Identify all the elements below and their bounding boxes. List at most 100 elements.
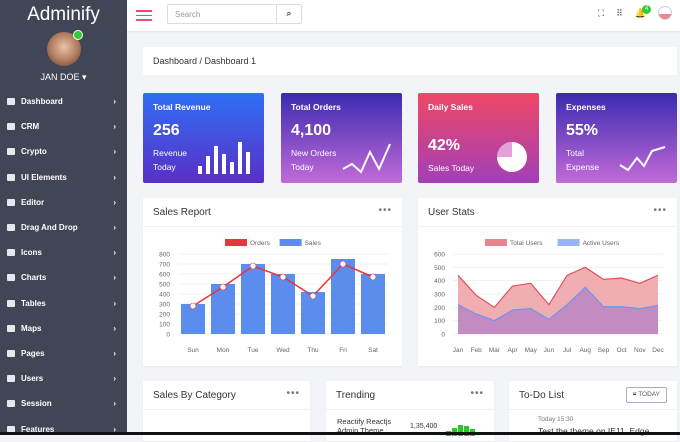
menu-icon (7, 274, 15, 282)
chevron-right-icon: › (113, 374, 116, 384)
fullscreen-icon[interactable]: ⛶ (597, 7, 605, 18)
sidebar-item-label: UI Elements (21, 172, 67, 182)
menu-icon (7, 324, 15, 332)
sidebar-item-label: CRM (21, 122, 40, 132)
panel-title: To-Do List (519, 390, 565, 401)
bar (271, 274, 295, 334)
x-tick-label: Aug (579, 347, 591, 354)
x-tick-label: Wed (276, 347, 290, 354)
notification-bell-icon[interactable]: 🔔 4 (635, 4, 651, 19)
sidebar-item-maps[interactable]: Maps › (0, 316, 127, 341)
more-options-icon[interactable]: ••• (653, 205, 667, 216)
card-value: 4,100 (291, 122, 332, 139)
chevron-right-icon: › (113, 323, 116, 333)
menu-icon (7, 249, 15, 257)
sidebar-item-drag-and-drop[interactable]: Drag And Drop › (0, 215, 127, 240)
sidebar-item-crypto[interactable]: Crypto › (0, 139, 127, 164)
today-filter-button[interactable]: ⩸ TODAY (625, 387, 667, 403)
legend-swatch (279, 239, 302, 246)
y-tick-label: 500 (159, 282, 170, 289)
card-subtitle: Total (566, 148, 584, 158)
card-title: Daily Sales (428, 102, 473, 112)
user-name: JAN DOE (40, 72, 80, 82)
sales-report-panel: Sales Report ••• 0 100 200 300 400 500 600 700 80… (143, 198, 402, 366)
data-point (309, 292, 317, 300)
y-tick-label: 200 (159, 312, 170, 319)
line-sparkline-icon (619, 146, 666, 172)
sidebar-item-charts[interactable]: Charts › (0, 265, 127, 290)
card-subtitle: Today (153, 162, 176, 172)
user-menu[interactable]: JAN DOE ▾ (40, 72, 87, 82)
sidebar-item-editor[interactable]: Editor › (0, 190, 127, 215)
menu-icon (7, 198, 15, 206)
sidebar-item-label: Crypto (21, 147, 47, 157)
apps-grid-icon[interactable]: ⠿ (616, 7, 623, 18)
data-point (339, 260, 347, 268)
chevron-right-icon: › (113, 122, 116, 132)
card-subtitle: Today (291, 162, 314, 172)
card-title: Total Revenue (153, 102, 211, 112)
sidebar-item-session[interactable]: Session › (0, 391, 127, 416)
user-stats-chart: 0 100 200 300 400 500 600 Jan Feb Mar Apr May Jun Jul… (434, 239, 665, 354)
y-tick-label: 100 (159, 322, 170, 329)
x-tick-label: Sun (187, 347, 199, 354)
menu-icon (7, 425, 15, 433)
menu-icon (7, 299, 15, 307)
data-point (219, 283, 227, 291)
sidebar-item-pages[interactable]: Pages › (0, 341, 127, 366)
pie-chart-icon (497, 142, 527, 172)
more-options-icon[interactable]: ••• (286, 388, 300, 399)
search-icon[interactable]: ⌕ (276, 5, 301, 23)
sidebar-item-icons[interactable]: Icons › (0, 240, 127, 265)
card-title: Expenses (566, 102, 606, 112)
card-subtitle: Sales Today (428, 163, 475, 173)
x-tick-label: Oct (617, 347, 627, 354)
y-tick-label: 200 (434, 305, 445, 312)
line-active-users (457, 286, 659, 322)
card-subtitle: Expense (566, 162, 600, 172)
y-tick-label: 100 (434, 318, 445, 325)
todo-item[interactable]: Test the theme on IE11, Edge (538, 426, 650, 436)
y-tick-label: 0 (441, 332, 445, 339)
language-flag-icon[interactable] (658, 6, 672, 20)
stat-card-expenses: Expenses 55% Total Expense (556, 93, 677, 183)
search-input[interactable]: Search ⌕ (167, 4, 302, 24)
menu-toggle-icon[interactable] (136, 10, 152, 24)
sidebar-item-dashboard[interactable]: Dashboard › (0, 89, 127, 114)
more-options-icon[interactable]: ••• (378, 205, 392, 216)
line-total-users (457, 266, 659, 309)
sales-report-chart: 0 100 200 300 400 500 600 700 800 Sun Mon Tue Wed Thu… (159, 239, 388, 354)
stat-card-daily-sales: Daily Sales 42% Sales Today (418, 93, 539, 183)
x-tick-label: Tue (248, 347, 259, 354)
panel-title: Sales By Category (153, 390, 236, 401)
card-value: 256 (153, 122, 180, 139)
bar-sparkline-icon (198, 142, 250, 174)
more-options-icon[interactable]: ••• (470, 388, 484, 399)
menu-icon (7, 173, 15, 181)
sidebar-item-label: Tables (21, 298, 46, 308)
panel-title: Trending (336, 390, 376, 401)
stat-card-total-revenue: Total Revenue 256 Revenue Today (143, 93, 264, 183)
todo-panel: To-Do List ⩸ TODAY Today 15:30 Test the t… (509, 381, 677, 441)
sidebar-item-tables[interactable]: Tables › (0, 291, 127, 316)
x-tick-label: Sep (598, 347, 610, 354)
legend-swatch (225, 239, 247, 246)
sidebar-item-features[interactable]: Features › (0, 416, 127, 441)
trending-item: Reactify Reactjs Admin Theme (337, 417, 392, 435)
legend-swatch (557, 239, 580, 246)
menu-icon (7, 349, 15, 357)
sidebar-item-label: Features (21, 424, 55, 434)
legend-swatch (485, 239, 507, 246)
sidebar-item-crm[interactable]: CRM › (0, 114, 127, 139)
card-value: 42% (428, 137, 461, 154)
chevron-right-icon: › (113, 147, 116, 157)
sidebar-item-label: Charts (21, 273, 47, 283)
legend-label: Sales (305, 240, 322, 247)
chevron-right-icon: › (113, 197, 116, 207)
avatar[interactable] (46, 30, 83, 66)
sidebar-item-users[interactable]: Users › (0, 366, 127, 391)
sales-by-category-panel: Sales By Category ••• (143, 381, 310, 441)
sidebar-item-ui-elements[interactable]: UI Elements › (0, 165, 127, 190)
y-tick-label: 300 (159, 302, 170, 309)
x-tick-label: Apr (507, 347, 518, 354)
